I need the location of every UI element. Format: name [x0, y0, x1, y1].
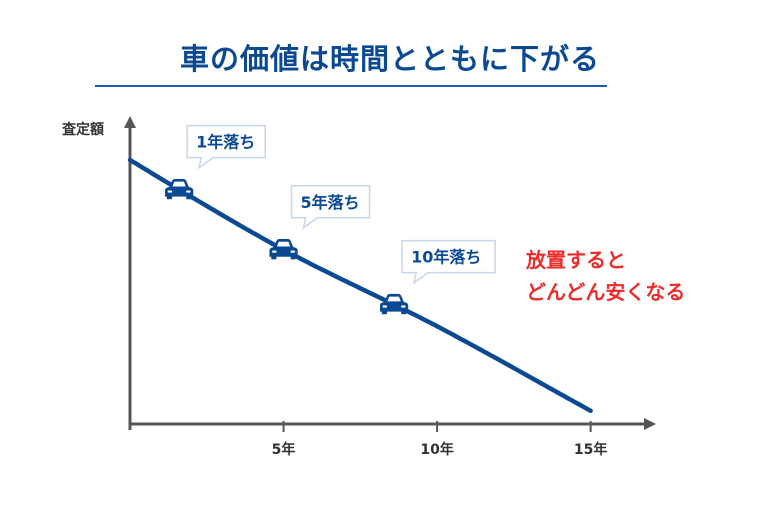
axes — [124, 116, 656, 430]
callout-bubble — [186, 124, 266, 170]
callout-label: 5年落ち — [301, 193, 360, 212]
x-tick-label: 5年 — [272, 441, 296, 458]
x-ticks: 5年 10年 15年 — [272, 421, 607, 458]
value-curve — [127, 157, 593, 414]
chart-title: 車の価値は時間とともに下がる — [179, 42, 600, 76]
x-tick-label: 10年 — [420, 441, 453, 458]
y-axis-arrow — [124, 116, 136, 128]
callout-label: 1年落ち — [196, 133, 255, 152]
callout-bubble — [290, 185, 371, 230]
callout-bubble — [401, 239, 496, 285]
note-line-1: 放置すると — [526, 248, 626, 272]
x-tick-label: 15年 — [574, 441, 607, 458]
title-underline — [95, 85, 607, 87]
y-axis-label: 査定額 — [62, 121, 104, 138]
annotations: 1年落ち 5年落ち 10年落ち — [165, 124, 496, 315]
annotation-callout: 10年落ち — [379, 239, 496, 315]
annotation-callout: 5年落ち — [269, 185, 371, 260]
warning-note: 放置すると どんどん安くなる — [526, 244, 685, 308]
annotation-callout: 1年落ち — [165, 124, 266, 200]
car-icon — [379, 293, 409, 315]
x-axis-arrow — [644, 418, 656, 430]
note-line-2: どんどん安くなる — [526, 280, 686, 304]
callout-label: 10年落ち — [411, 248, 481, 267]
